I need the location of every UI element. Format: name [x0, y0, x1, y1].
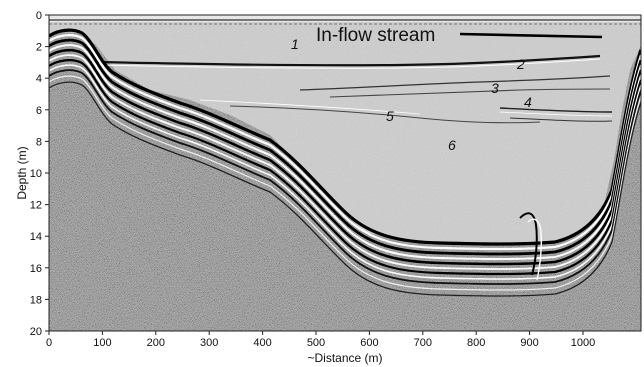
- y-tick-label: 20: [30, 326, 42, 338]
- layer-label-4: 4: [524, 94, 532, 110]
- y-axis: 0 2 4 6 8 10 12 14 16 18 20: [30, 10, 49, 338]
- x-tick-label: 800: [467, 337, 485, 349]
- y-tick-label: 0: [36, 10, 42, 22]
- y-tick-label: 6: [36, 105, 42, 117]
- x-tick-label: 900: [520, 337, 538, 349]
- x-tick-label: 300: [200, 337, 218, 349]
- surface-band: [49, 15, 641, 22]
- y-tick-label: 18: [30, 294, 42, 306]
- y-tick-label: 12: [30, 200, 42, 212]
- y-tick-label: 2: [36, 42, 42, 54]
- layer-label-5: 5: [386, 108, 394, 124]
- layer-label-6: 6: [448, 137, 456, 153]
- x-tick-label: 700: [414, 337, 432, 349]
- x-tick-label: 100: [93, 337, 111, 349]
- radargram: [49, 15, 641, 331]
- basin-bottom-reflectors: [49, 28, 641, 297]
- x-tick-label: 500: [307, 337, 325, 349]
- layer-label-3: 3: [491, 80, 499, 96]
- x-tick-label: 200: [147, 337, 165, 349]
- x-tick-label: 400: [253, 337, 271, 349]
- inflow-stream-label: In-flow stream: [316, 25, 435, 46]
- x-tick-label: 600: [360, 337, 378, 349]
- x-tick-label: 1000: [571, 337, 595, 349]
- x-tick-label: 0: [46, 337, 52, 349]
- layer-label-1: 1: [291, 36, 299, 52]
- y-tick-label: 4: [36, 73, 42, 85]
- y-tick-label: 10: [30, 168, 42, 180]
- y-tick-label: 8: [36, 136, 42, 148]
- x-axis-title: ~Distance (m): [307, 351, 382, 365]
- layer-label-2: 2: [516, 56, 525, 72]
- inflow-stream-marker: [459, 32, 603, 39]
- y-tick-label: 16: [30, 263, 42, 275]
- internal-reflectors: [95, 54, 613, 124]
- y-axis-title: Depth (m): [15, 146, 29, 199]
- y-tick-label: 14: [30, 231, 42, 243]
- x-axis: 0 100 200 300 400 500 600 700 800 900 1000: [46, 331, 595, 349]
